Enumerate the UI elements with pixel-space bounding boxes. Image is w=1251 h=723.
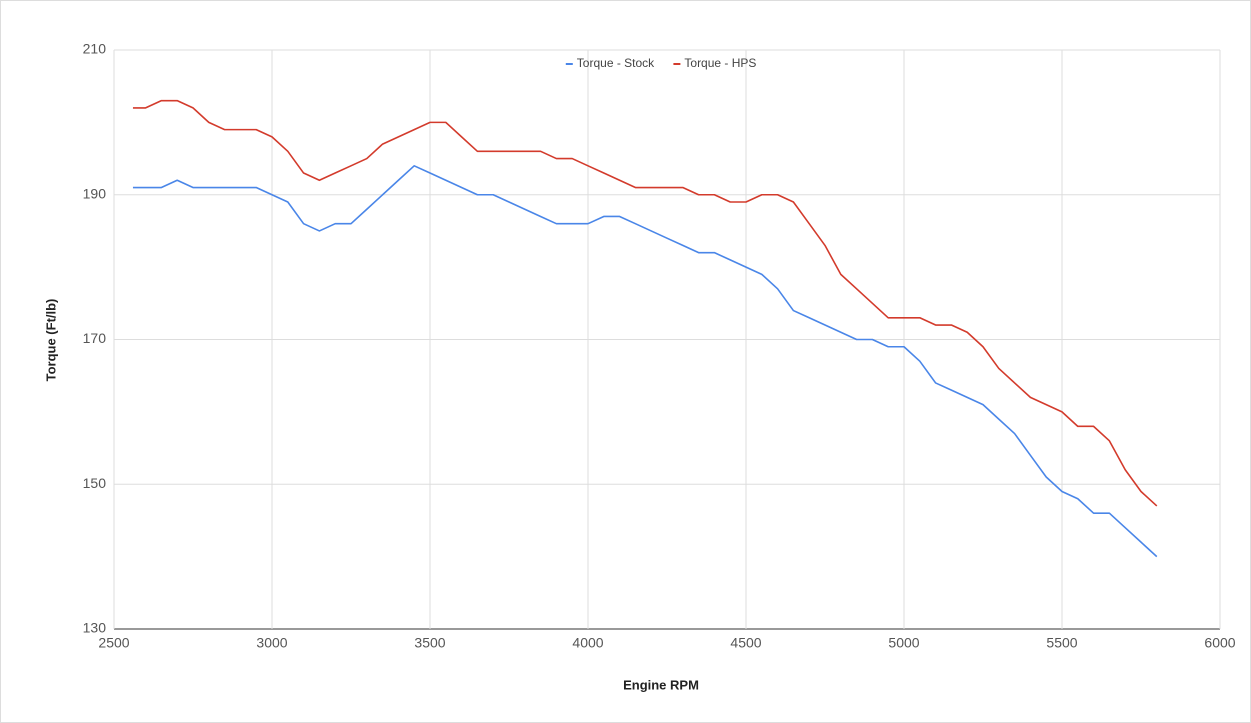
y-axis-title: Torque (Ft/lb) (43, 299, 58, 382)
x-tick-label: 3500 (414, 635, 445, 651)
y-tick-label: 190 (83, 185, 107, 201)
x-tick-label: 6000 (1204, 635, 1235, 651)
y-tick-label: 170 (83, 330, 107, 346)
y-tick-label: 150 (83, 475, 107, 491)
x-tick-label: 3000 (256, 635, 287, 651)
x-tick-label: 4000 (572, 635, 603, 651)
line-series (132, 99, 1158, 507)
x-tick-label: 5000 (888, 635, 919, 651)
legend-label: Torque - HPS (684, 56, 756, 70)
line-series (132, 165, 1158, 558)
legend-label: Torque - Stock (577, 56, 655, 70)
y-tick-label: 210 (83, 41, 107, 57)
x-tick-label: 4500 (730, 635, 761, 651)
x-axis-title: Engine RPM (623, 677, 699, 692)
x-tick-label: 5500 (1046, 635, 1077, 651)
x-tick-label: 2500 (98, 635, 129, 651)
y-tick-label: 130 (83, 620, 107, 636)
